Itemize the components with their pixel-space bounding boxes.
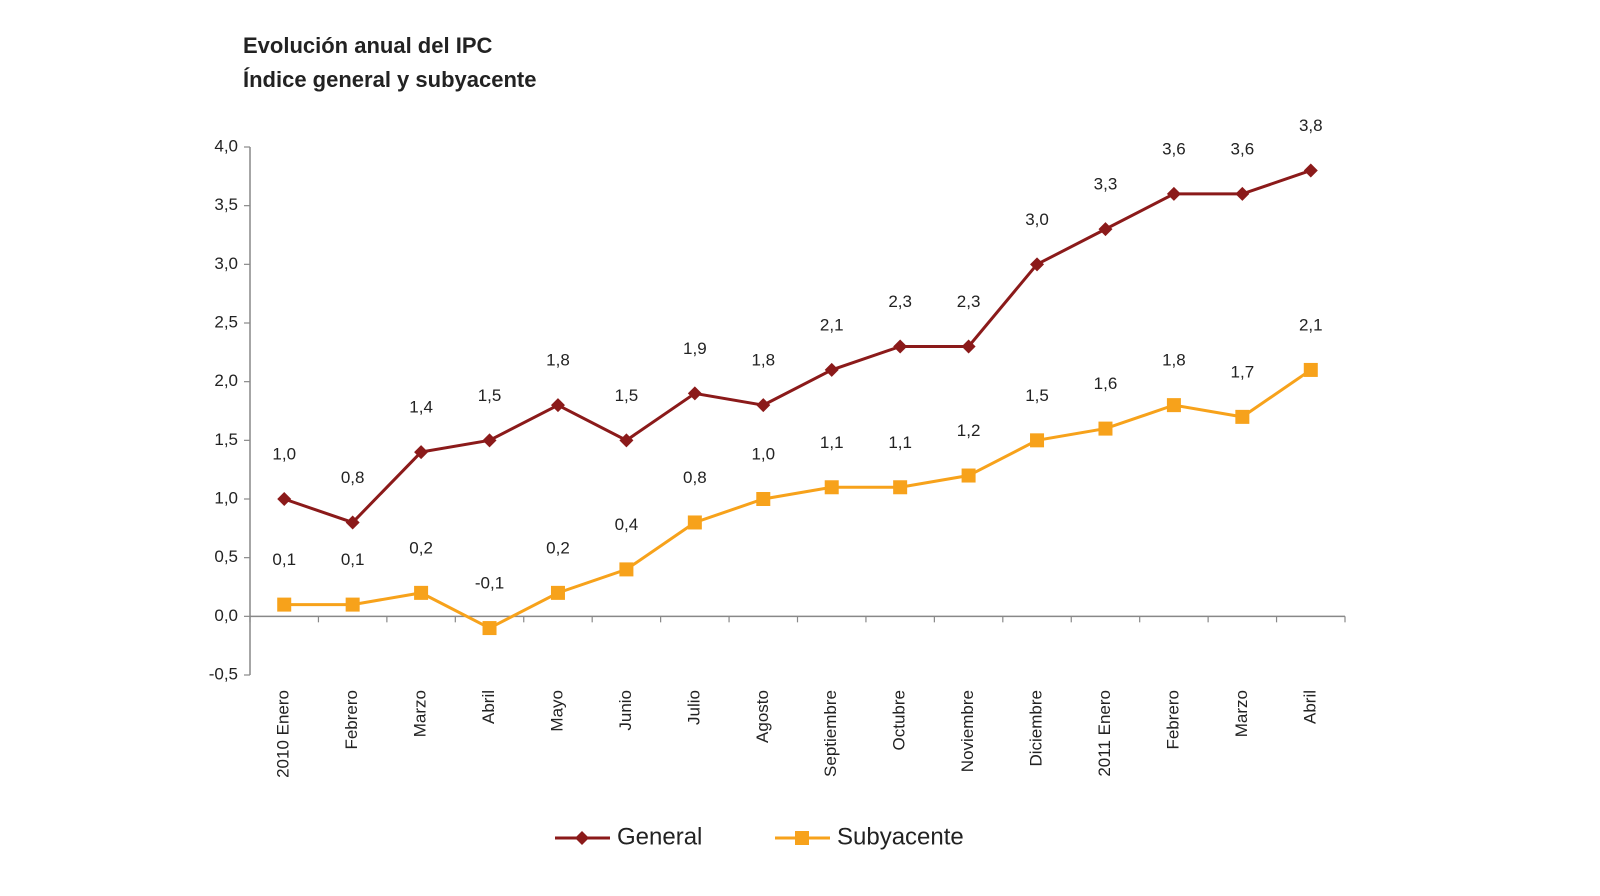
x-tick-label: Octubre (890, 690, 909, 750)
data-label: 3,3 (1094, 175, 1118, 194)
chart-title: Evolución anual del IPC (243, 33, 492, 58)
data-label: 0,1 (272, 550, 296, 569)
data-point (824, 480, 839, 495)
data-label: 2,1 (1299, 315, 1323, 334)
x-tick-label: Marzo (1232, 690, 1251, 737)
data-point (414, 445, 429, 460)
data-point (345, 515, 360, 530)
data-point (345, 597, 360, 612)
y-tick-label: 3,5 (214, 195, 238, 214)
data-label: 1,5 (478, 386, 502, 405)
data-label: 1,7 (1231, 362, 1255, 381)
x-tick-label: Abril (479, 690, 498, 724)
legend-marker (795, 831, 809, 845)
data-label: 1,8 (546, 351, 570, 370)
x-tick-label: Mayo (547, 690, 566, 732)
data-label: 0,8 (683, 468, 707, 487)
data-label: 0,2 (546, 538, 570, 557)
x-tick-label: Marzo (411, 690, 430, 737)
x-tick-label: Junio (616, 690, 635, 731)
series-line (284, 368, 1312, 630)
data-point (482, 433, 497, 448)
data-point (1235, 409, 1250, 424)
x-tick-label: Febrero (1163, 690, 1182, 750)
x-tick-label: Febrero (342, 690, 361, 750)
data-point (1303, 163, 1318, 178)
legend-label: Subyacente (837, 823, 964, 850)
data-point (687, 515, 702, 530)
y-tick-label: -0,5 (209, 664, 238, 683)
data-point (756, 398, 771, 413)
data-label: 1,0 (751, 444, 775, 463)
data-label: 0,4 (615, 515, 639, 534)
y-tick-label: 4,0 (214, 136, 238, 155)
x-tick-label: Julio (684, 690, 703, 725)
data-point (277, 597, 292, 612)
data-point (1030, 433, 1045, 448)
y-tick-label: 1,5 (214, 430, 238, 449)
data-label: 1,5 (1025, 386, 1049, 405)
data-label: 0,1 (341, 550, 365, 569)
data-label: 0,8 (341, 468, 365, 487)
data-label: 1,4 (409, 398, 433, 417)
y-tick-label: 3,0 (214, 254, 238, 273)
data-label: 1,6 (1094, 374, 1118, 393)
data-point (619, 433, 634, 448)
y-tick-label: 0,5 (214, 547, 238, 566)
data-point (277, 492, 292, 506)
data-label: 1,5 (615, 386, 639, 405)
data-point (893, 339, 908, 354)
legend-marker (575, 831, 589, 845)
data-label: 2,3 (957, 292, 981, 311)
data-point (414, 585, 429, 600)
x-tick-label: 2011 Enero (1095, 690, 1114, 777)
data-label: -0,1 (475, 574, 504, 593)
data-label: 3,6 (1162, 139, 1186, 158)
data-point (893, 480, 908, 495)
data-label: 1,0 (272, 444, 296, 463)
y-tick-label: 0,0 (214, 606, 238, 625)
data-point (756, 492, 771, 506)
x-tick-label: Noviembre (958, 690, 977, 772)
data-label: 1,1 (888, 433, 912, 452)
data-point (482, 621, 497, 636)
data-point (1098, 421, 1113, 436)
data-label: 1,8 (751, 351, 775, 370)
series-line (283, 169, 1312, 525)
data-label: 3,6 (1231, 139, 1255, 158)
data-point (1235, 186, 1250, 201)
data-label: 3,0 (1025, 210, 1049, 229)
data-label: 1,8 (1162, 351, 1186, 370)
data-label: 3,8 (1299, 116, 1323, 135)
x-tick-label: Agosto (753, 690, 772, 743)
data-point (550, 585, 565, 600)
data-label: 1,2 (957, 421, 981, 440)
x-tick-label: Abril (1300, 690, 1319, 724)
y-tick-label: 2,0 (214, 371, 238, 390)
data-label: 0,2 (409, 538, 433, 557)
data-label: 2,3 (888, 292, 912, 311)
data-label: 1,9 (683, 339, 707, 358)
chart-subtitle: Índice general y subyacente (243, 67, 536, 92)
data-point (961, 339, 976, 354)
data-point (1166, 186, 1181, 201)
x-tick-label: Septiembre (821, 690, 840, 777)
data-point (687, 386, 702, 401)
legend-label: General (617, 823, 702, 850)
x-tick-label: 2010 Enero (274, 690, 293, 778)
data-point (550, 398, 565, 413)
data-label: 1,1 (820, 433, 844, 452)
data-point (1098, 222, 1113, 237)
data-label: 2,1 (820, 315, 844, 334)
y-tick-label: 1,0 (214, 488, 238, 507)
x-tick-label: Diciembre (1027, 690, 1046, 767)
data-point (1303, 362, 1318, 377)
y-tick-label: 2,5 (214, 312, 238, 331)
data-point (1030, 257, 1045, 272)
data-point (961, 468, 976, 483)
data-point (824, 362, 839, 377)
data-point (619, 562, 634, 577)
data-point (1166, 398, 1181, 413)
